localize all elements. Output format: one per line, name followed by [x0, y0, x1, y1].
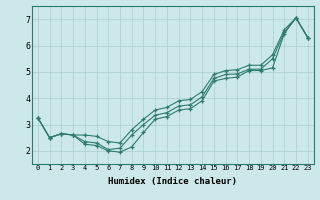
X-axis label: Humidex (Indice chaleur): Humidex (Indice chaleur) — [108, 177, 237, 186]
